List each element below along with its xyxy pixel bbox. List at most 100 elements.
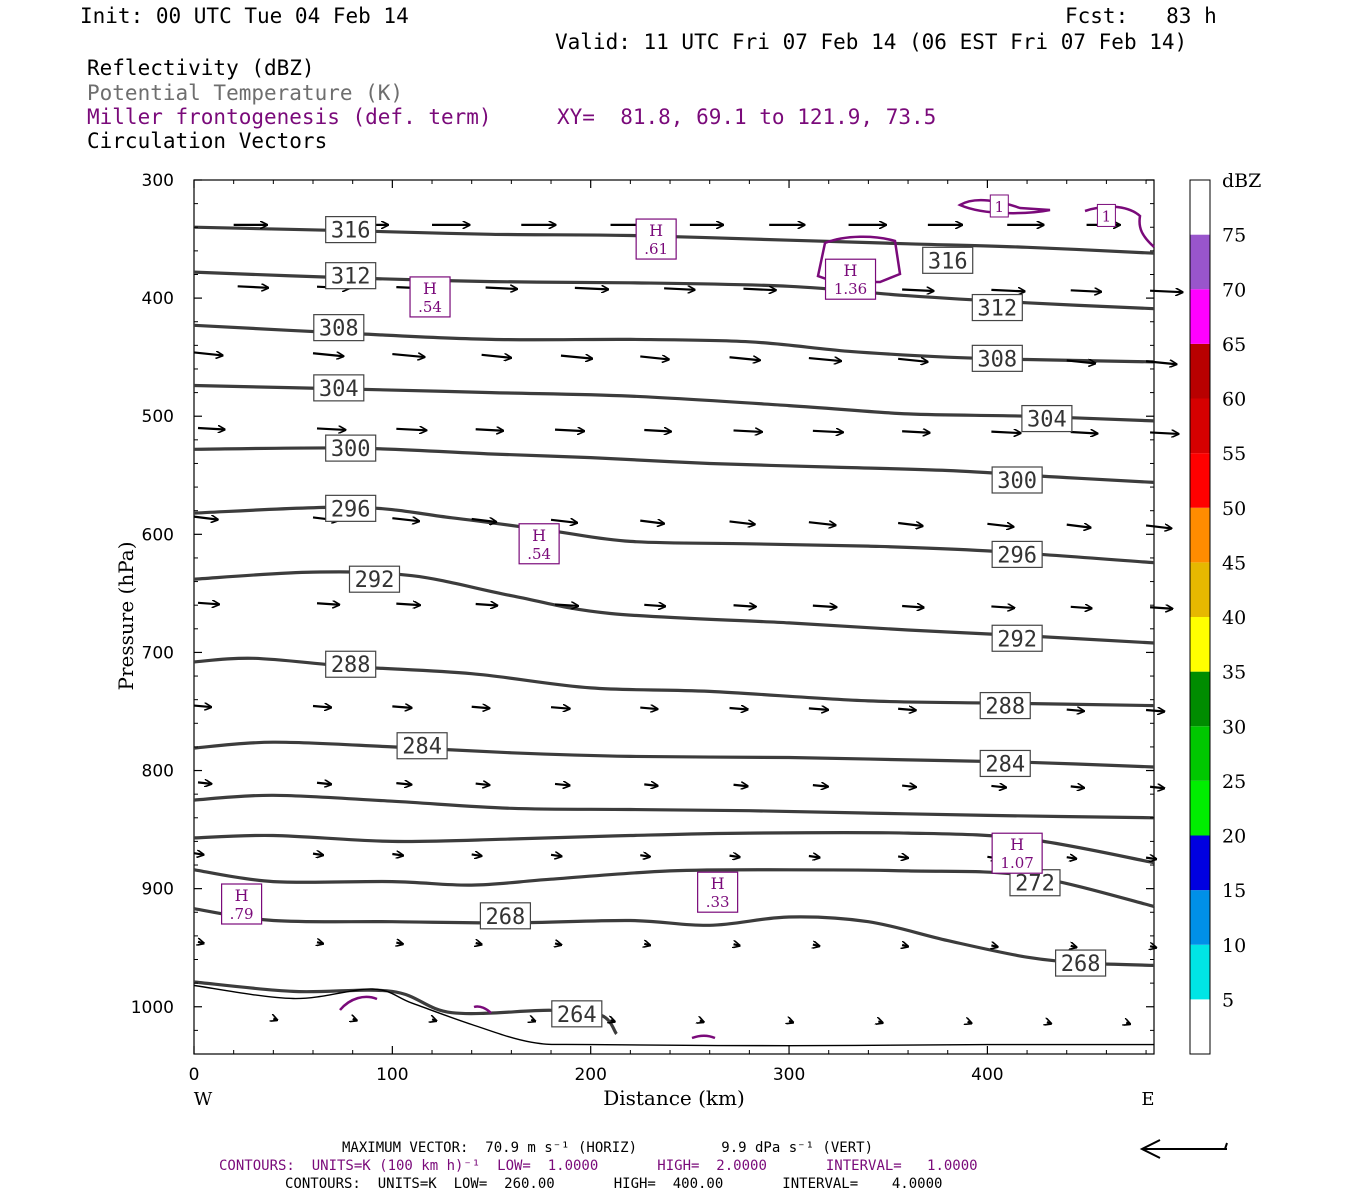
circulation-vector xyxy=(1066,710,1084,712)
circulation-vector xyxy=(554,784,570,786)
circulation-vector xyxy=(475,429,503,431)
theta-contour-label: 308 xyxy=(977,347,1017,372)
circulation-vector xyxy=(987,524,1013,527)
circulation-vector xyxy=(1149,787,1164,789)
circulation-vector xyxy=(812,606,837,608)
circulation-vector xyxy=(396,429,426,431)
colorbar-bin xyxy=(1190,453,1210,508)
circulation-vector xyxy=(897,856,908,858)
theta-contour-272 xyxy=(193,868,1155,908)
colorbar-label: 10 xyxy=(1222,935,1246,957)
miller-high-box xyxy=(697,871,739,913)
colorbar-label: 70 xyxy=(1222,279,1246,301)
y-tick-label: 700 xyxy=(142,643,174,663)
theta-contour-label: 316 xyxy=(928,249,968,274)
circulation-vector xyxy=(560,356,592,359)
circulation-vector xyxy=(1066,857,1077,859)
theta-label-box xyxy=(325,216,377,244)
circulation-vector xyxy=(1145,361,1176,364)
theta-contour-label: 308 xyxy=(319,317,359,342)
circulation-vector xyxy=(574,288,608,290)
circulation-vector xyxy=(733,605,756,607)
theta-label-box xyxy=(479,902,532,930)
theta-contour-label: 264 xyxy=(557,1003,597,1028)
theta-label-box xyxy=(325,494,377,522)
circulation-vector xyxy=(968,1022,972,1024)
circulation-vector xyxy=(392,354,424,357)
theta-contour-label: 300 xyxy=(997,469,1037,494)
theta-contour-label: 304 xyxy=(319,377,359,402)
colorbar-bin xyxy=(1190,890,1210,945)
colorbar-bin xyxy=(1190,780,1210,836)
circulation-vector xyxy=(193,853,204,855)
circulation-vector xyxy=(808,522,836,525)
y-axis-label: Pressure (hPa) xyxy=(114,542,138,691)
colorbar-label: 40 xyxy=(1222,607,1246,629)
theta-contour-label: 296 xyxy=(331,497,371,522)
axes: 300 400 500 600 700 800 900 1000 0 100 200 300 400 xyxy=(131,171,1154,1085)
colorbar-bin xyxy=(1190,289,1210,344)
theta-contour-280 xyxy=(193,793,1155,820)
footer-contours-miller: CONTOURS: UNITS=K (100 km h)⁻¹ LOW= 1.00… xyxy=(219,1158,978,1174)
circulation-vector xyxy=(897,523,923,526)
forecast-hour: Fcst: 83 h xyxy=(1065,4,1217,28)
field-theta: Potential Temperature (K) xyxy=(87,81,404,105)
colorbar-bin xyxy=(1190,507,1210,563)
theta-label-box xyxy=(991,540,1043,569)
miller-high-letter: H xyxy=(711,874,725,893)
circulation-vector xyxy=(1047,1022,1051,1024)
y-tick-label: 600 xyxy=(142,525,174,545)
circulation-vector xyxy=(733,430,762,432)
circulation-vector xyxy=(898,709,916,711)
colorbar-label: 30 xyxy=(1222,716,1246,738)
theta-contour-label: 268 xyxy=(1061,952,1101,977)
circulation-vector xyxy=(531,1020,535,1022)
y-tick-label: 800 xyxy=(142,762,174,782)
y-tick-label: 900 xyxy=(142,880,174,900)
circulation-vector xyxy=(991,945,997,947)
field-reflectivity: Reflectivity (dBZ) xyxy=(87,56,315,80)
miller-high-letter: H xyxy=(423,279,437,298)
circulation-vector xyxy=(902,606,924,608)
circulation-vector xyxy=(644,605,665,607)
miller-contour-label: 1 xyxy=(995,198,1005,216)
circulation-vector xyxy=(237,286,268,288)
theta-label-box xyxy=(348,565,401,593)
miller-high-box xyxy=(221,883,263,925)
x-axis-label: Distance (km) xyxy=(603,1086,745,1110)
circulation-vector xyxy=(396,604,420,606)
circulation-vector xyxy=(644,944,650,946)
miller-high-value: .79 xyxy=(230,905,254,923)
circulation-vector xyxy=(1150,432,1178,434)
miller-high-box xyxy=(635,218,677,260)
y-tick-label: 300 xyxy=(142,171,174,191)
circulation-vector xyxy=(396,943,402,945)
left-arrow-icon xyxy=(1139,1139,1228,1159)
circulation-vector xyxy=(1070,607,1092,609)
circulation-vector xyxy=(991,290,1024,292)
field-vectors: Circulation Vectors xyxy=(87,129,328,153)
theta-contour-label: 288 xyxy=(331,653,371,678)
circulation-vector xyxy=(392,706,411,708)
miller-high-value: 1.07 xyxy=(1000,854,1033,872)
colorbar-label: 25 xyxy=(1222,771,1246,793)
theta-label-box xyxy=(991,624,1043,652)
miller-high-value: .33 xyxy=(706,893,730,911)
colorbar-bin xyxy=(1190,234,1210,290)
miller-high-letter: H xyxy=(649,221,663,240)
circulation-vector xyxy=(898,359,927,362)
theta-contour-label: 292 xyxy=(997,627,1037,652)
colorbar-label: 75 xyxy=(1222,225,1246,247)
theta-label-box xyxy=(396,732,448,760)
circulation-vector xyxy=(878,1021,882,1023)
circulation-vector xyxy=(1150,291,1182,293)
y-tick-label: 400 xyxy=(142,289,174,309)
circulation-vector xyxy=(1150,946,1156,948)
theta-label-box xyxy=(971,293,1023,322)
dbz-colorbar: 5 10 15 20 25 30 35 40 45 50 55 60 65 70 75 dBZ xyxy=(1189,170,1261,1055)
circulation-vector xyxy=(1070,786,1084,788)
circulation-vector xyxy=(1126,1023,1130,1025)
colorbar-bin xyxy=(1190,398,1210,454)
circulation-vector xyxy=(550,520,577,523)
circulation-vector xyxy=(392,854,403,856)
